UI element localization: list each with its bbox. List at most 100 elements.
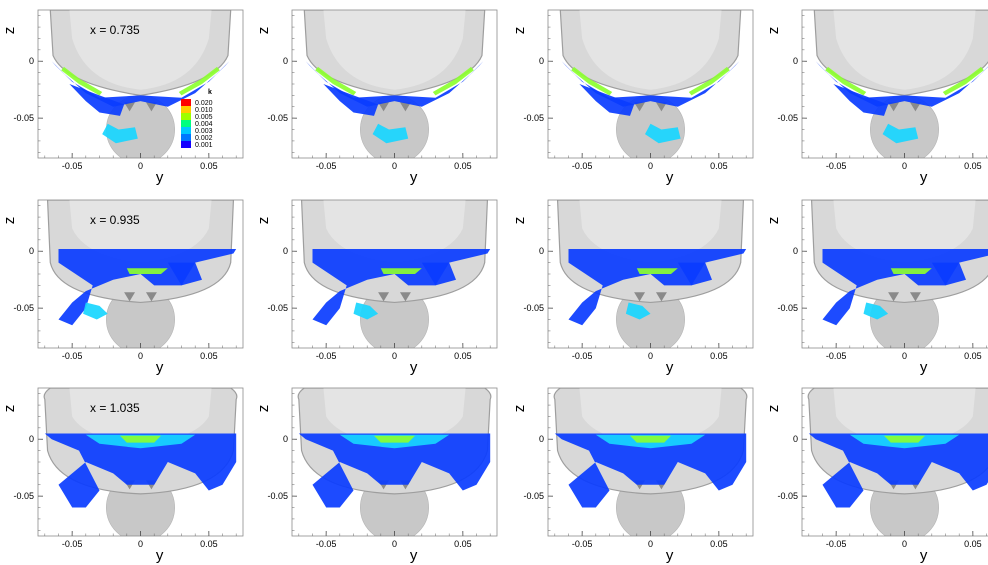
x-axis-label: y [666,169,674,186]
y-axis-label: z [511,217,528,225]
y-tick-label: -0.05 [267,303,288,313]
x-axis-label: y [920,169,928,186]
slice-annotation: x = 0.735 [90,23,140,37]
plot-area [814,10,988,164]
legend-level-label: 0.010 [195,107,213,114]
x-tick-label: -0.05 [572,351,593,361]
x-tick-label: 0 [902,351,907,361]
x-tick-label: -0.05 [62,161,83,171]
y-tick-label: 0 [793,56,798,66]
x-axis-label: y [410,169,418,186]
x-tick-label: 0.05 [964,539,982,549]
x-axis-label: y [920,359,928,376]
y-tick-label: -0.05 [523,113,544,123]
plot-area [812,200,988,354]
y-tick-label: 0 [29,56,34,66]
y-axis-label: z [255,217,272,225]
x-tick-label: 0 [902,161,907,171]
y-axis-label: z [1,405,18,413]
y-tick-label: 0 [539,434,544,444]
y-tick-label: -0.05 [523,303,544,313]
x-tick-label: 0.05 [710,161,728,171]
x-axis-label: y [920,547,928,564]
x-tick-label: 0 [138,161,143,171]
tke-contour [884,436,925,443]
y-tick-label: -0.05 [777,303,798,313]
x-tick-label: 0.05 [710,539,728,549]
tke-contour [381,268,422,274]
y-axis-label: z [511,27,528,35]
tke-contour [637,268,678,274]
y-tick-label: -0.05 [523,491,544,501]
x-tick-label: 0 [392,161,397,171]
x-tick-label: 0 [902,539,907,549]
plot-area [558,200,747,354]
legend-swatch [181,134,191,141]
legend-title: k [208,89,212,96]
y-tick-label: 0 [539,56,544,66]
x-axis-label: y [666,547,674,564]
x-tick-label: -0.05 [316,351,337,361]
y-tick-label: -0.05 [777,113,798,123]
y-tick-label: 0 [283,246,288,256]
x-tick-label: -0.05 [826,539,847,549]
x-tick-label: 0.05 [454,351,472,361]
y-tick-label: -0.05 [13,491,34,501]
legend-level-label: 0.004 [195,121,213,128]
x-axis-label: y [410,359,418,376]
y-tick-label: -0.05 [13,303,34,313]
x-tick-label: -0.05 [316,161,337,171]
legend-swatch [181,99,191,106]
legend-level-label: 0.003 [195,128,213,135]
y-axis-label: z [765,405,782,413]
slice-annotation: x = 0.935 [90,213,140,227]
slice-annotation: x = 1.035 [90,401,140,415]
x-tick-label: 0.05 [454,539,472,549]
legend-swatch [181,113,191,120]
y-axis-label: z [1,217,18,225]
y-axis-label: z [765,217,782,225]
x-tick-label: 0 [648,161,653,171]
x-tick-label: 0 [138,351,143,361]
y-tick-label: -0.05 [267,491,288,501]
y-axis-label: z [511,405,528,413]
x-tick-label: 0 [392,539,397,549]
y-axis-label: z [1,27,18,35]
y-tick-label: 0 [283,56,288,66]
x-axis-label: y [156,169,164,186]
x-tick-label: -0.05 [316,539,337,549]
tke-contour [127,268,168,274]
x-tick-label: 0 [138,539,143,549]
legend-level-label: 0.020 [195,100,213,107]
x-tick-label: -0.05 [826,351,847,361]
x-tick-label: 0 [392,351,397,361]
x-tick-label: 0.05 [200,351,218,361]
y-tick-label: 0 [283,434,288,444]
legend-swatch [181,127,191,134]
legend-swatch [181,120,191,127]
tke-contour [891,268,932,274]
y-tick-label: 0 [539,246,544,256]
x-tick-label: 0 [648,539,653,549]
x-tick-label: -0.05 [572,539,593,549]
tke-contour [374,436,415,443]
y-axis-label: z [765,27,782,35]
tke-contour [630,436,671,443]
plot-area [44,388,237,542]
y-tick-label: -0.05 [777,491,798,501]
x-tick-label: -0.05 [826,161,847,171]
x-tick-label: -0.05 [62,351,83,361]
